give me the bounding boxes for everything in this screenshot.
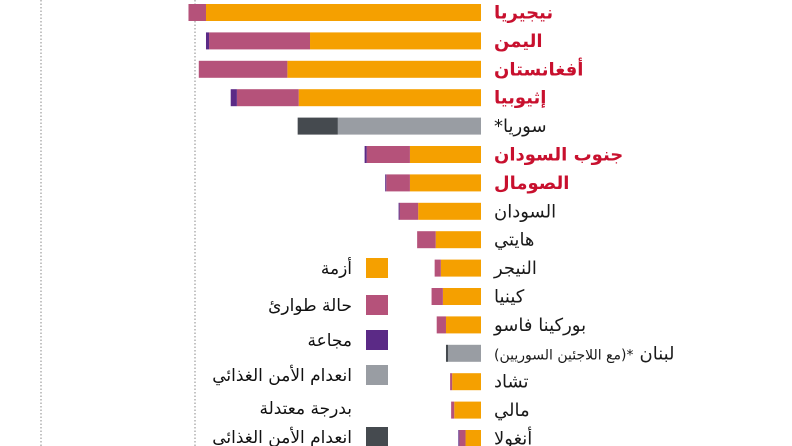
bar-segment-7-1 (399, 202, 419, 220)
bar-segment-14-1 (451, 401, 455, 419)
bar-segment-4-4 (297, 117, 338, 135)
bar-segment-12-4 (445, 344, 449, 362)
legend-label-4: انعدام الأمن الغذائي (212, 427, 352, 446)
bar-segment-3-2 (230, 89, 237, 107)
bar-segment-1-2 (205, 32, 210, 50)
legend-swatch-0 (366, 258, 388, 278)
legend-swatch-1 (366, 295, 388, 315)
category-label-10: كينيا (494, 287, 525, 308)
bar-segment-12-3 (448, 344, 481, 362)
bars (188, 4, 482, 446)
category-label-1: اليمن (494, 31, 543, 52)
bar-segment-5-0 (409, 146, 481, 163)
bar-segment-8-0 (435, 231, 481, 249)
category-label-9: النيجر (493, 258, 537, 279)
bar-segment-3-0 (298, 89, 481, 107)
bar-segment-10-0 (442, 288, 481, 305)
bar-segment-0-1 (188, 4, 206, 21)
category-label-2: أفغانستان (494, 57, 583, 80)
bar-segment-0-0 (205, 4, 482, 21)
bar-segment-9-1 (434, 259, 441, 277)
category-label-3: إثيوبيا (494, 88, 546, 109)
legend-label-2: مجاعة (307, 331, 352, 351)
bar-segment-2-1 (198, 60, 288, 78)
legend-swatch-3 (366, 365, 388, 385)
legend: أزمة حالة طوارئ مجاعة انعدام الأمن الغذائي ب… (212, 257, 388, 446)
bar-segment-15-0 (465, 430, 481, 446)
legend-swatch-4 (366, 427, 388, 446)
bar-segment-11-1 (436, 316, 446, 334)
category-label-12: (مع اللاجئين السوريين)* لبنان (494, 343, 675, 364)
bar-segment-6-0 (409, 174, 481, 192)
legend-label-3-0: انعدام الأمن الغذائي (212, 365, 352, 386)
category-label-8: هايتي (494, 230, 534, 251)
bar-segment-5-2 (364, 146, 367, 163)
legend-label-0: أزمة (321, 257, 352, 279)
bar-segment-7-2 (398, 202, 400, 220)
bar-segment-7-0 (418, 202, 481, 220)
category-label-5: جنوب السودان (494, 145, 623, 166)
category-label-6: الصومال (494, 173, 569, 194)
category-label-11: بوركينا فاسو (493, 315, 586, 336)
bar-segment-9-0 (440, 259, 481, 277)
bar-segment-13-1 (450, 373, 453, 391)
bar-segment-15-1 (459, 430, 466, 446)
bar-segment-1-1 (209, 32, 311, 50)
legend-swatch-2 (366, 330, 388, 350)
bar-segment-8-1 (417, 231, 436, 249)
bar-segment-2-0 (287, 60, 481, 78)
bar-segment-6-1 (386, 174, 410, 192)
bar-segment-3-1 (236, 89, 299, 107)
bar-segment-14-0 (454, 401, 481, 419)
bar-segment-15-2 (458, 430, 460, 446)
bar-segment-1-0 (310, 32, 481, 50)
category-label-7: السودان (494, 201, 556, 222)
bar-segment-5-1 (366, 146, 410, 163)
bar-segment-6-2 (385, 174, 387, 192)
bar-segment-13-0 (452, 373, 481, 391)
category-label-15: أنغولا (494, 427, 532, 446)
category-label-14: مالي (494, 400, 530, 421)
legend-label-3-1: بدرجة معتدلة (259, 399, 352, 419)
bar-segment-10-1 (431, 288, 443, 305)
category-labels: نيجيريا اليمن أفغانستان إثيوبيا سوريا* جنوب ا… (493, 3, 675, 446)
legend-label-1: حالة طوارئ (268, 296, 352, 316)
bar-segment-4-3 (337, 117, 481, 135)
category-label-13: تشاد (494, 372, 529, 393)
bar-segment-11-0 (445, 316, 481, 334)
gridlines (40, 0, 196, 446)
category-label-4: سوريا* (494, 116, 547, 137)
category-label-0: نيجيريا (494, 3, 553, 24)
